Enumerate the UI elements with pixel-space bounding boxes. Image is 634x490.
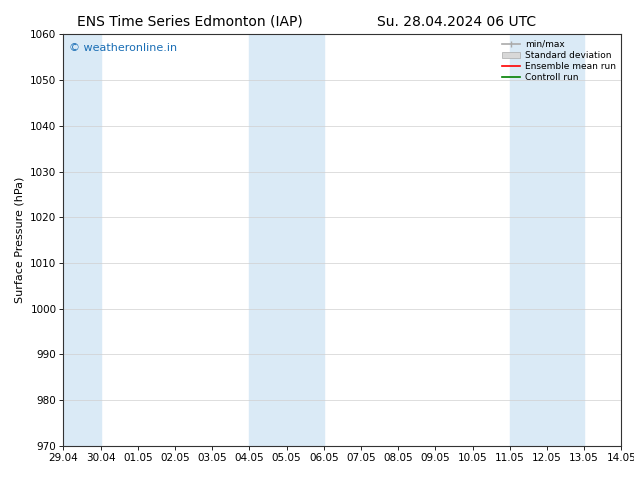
Text: Su. 28.04.2024 06 UTC: Su. 28.04.2024 06 UTC	[377, 15, 536, 29]
Y-axis label: Surface Pressure (hPa): Surface Pressure (hPa)	[15, 177, 25, 303]
Legend: min/max, Standard deviation, Ensemble mean run, Controll run: min/max, Standard deviation, Ensemble me…	[500, 37, 619, 85]
Bar	[249, 34, 324, 446]
Text: ENS Time Series Edmonton (IAP): ENS Time Series Edmonton (IAP)	[77, 15, 303, 29]
Bar	[510, 34, 584, 446]
Text: © weatheronline.in: © weatheronline.in	[69, 43, 177, 52]
Bar	[63, 34, 101, 446]
